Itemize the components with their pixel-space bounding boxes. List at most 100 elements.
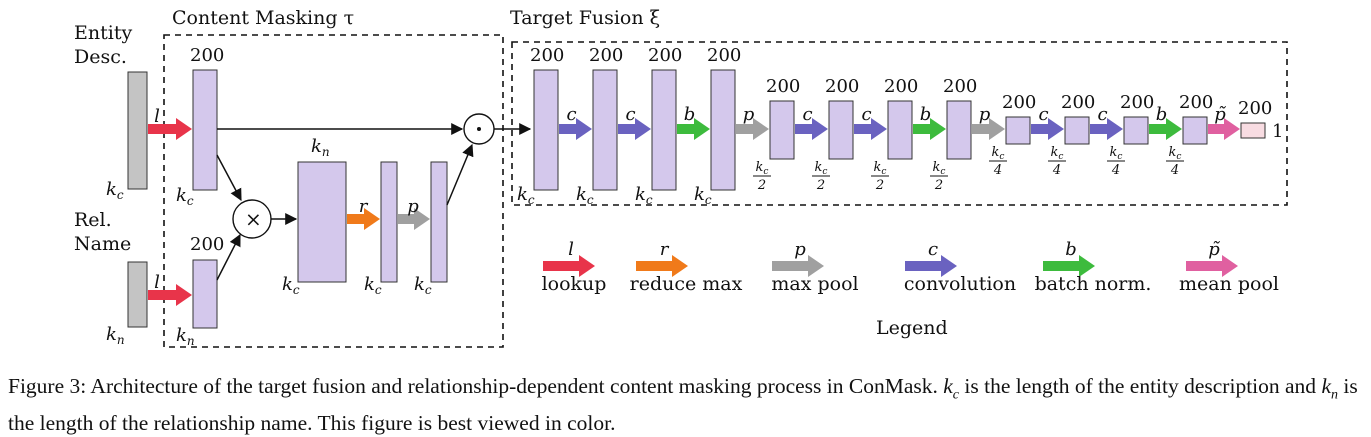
svg-text:4: 4 xyxy=(1111,163,1120,178)
caption-mid2: is the length of the relationship name. … xyxy=(8,374,1358,436)
fusion-arrow-symbol: b xyxy=(684,104,696,125)
entity-input-bar xyxy=(127,71,148,190)
legend-label-2: max pool xyxy=(771,273,858,295)
svg-text:kc: kc xyxy=(756,160,769,177)
svg-text:4: 4 xyxy=(1170,163,1179,178)
fusion-block xyxy=(769,100,795,160)
legend-label-0: lookup xyxy=(542,273,607,295)
reduce-max-kc: kc xyxy=(364,274,382,297)
fusion-block xyxy=(533,69,559,191)
fusion-arrow-symbol: c xyxy=(566,104,576,125)
fusion-block xyxy=(887,100,913,160)
fusion-block-kc: kc xyxy=(517,184,535,207)
relation-input-bar xyxy=(127,261,148,328)
max-pool-mask-kc: kc xyxy=(414,274,432,297)
fusion-arrow xyxy=(559,118,592,140)
multiply-symbol: × xyxy=(245,207,262,231)
legend-symbol-5: p̃ xyxy=(1208,239,1220,260)
fusion-block xyxy=(1064,116,1090,145)
fusion-block-dim: 200 xyxy=(589,45,623,66)
fusion-arrow xyxy=(1149,118,1182,140)
output-size-one: 1 xyxy=(1272,121,1283,142)
fusion-arrow-symbol: c xyxy=(802,104,812,125)
fusion-block-dim: 200 xyxy=(884,76,918,97)
entity-embedding-kc: kc xyxy=(176,185,194,208)
fusion-block-kc-half: kc2 xyxy=(812,160,830,193)
svg-text:4: 4 xyxy=(993,163,1002,178)
fusion-title: Target Fusion ξ xyxy=(510,7,660,29)
fusion-block xyxy=(828,100,854,160)
legend-label-5: mean pool xyxy=(1179,273,1279,295)
legend-arrow-1 xyxy=(636,255,688,277)
fusion-block-dim: 200 xyxy=(1179,92,1213,113)
entity-embedding-block xyxy=(192,69,218,191)
relation-label-2: Name xyxy=(74,233,131,255)
fusion-block-dim: 200 xyxy=(648,45,682,66)
fusion-block xyxy=(946,100,972,160)
lookup-symbol-relation: l xyxy=(154,272,160,293)
svg-text:kc: kc xyxy=(933,160,946,177)
caption-kc: kc xyxy=(943,374,959,403)
legend-arrow-3 xyxy=(905,255,957,277)
fusion-block-kc: kc xyxy=(576,184,594,207)
output-dim: 200 xyxy=(1238,98,1272,119)
legend-label-4: batch norm. xyxy=(1035,273,1152,295)
fusion-arrow-symbol: p̃ xyxy=(1214,104,1226,125)
relation-embedding-dim: 200 xyxy=(190,234,224,255)
fusion-block-dim: 200 xyxy=(766,76,800,97)
reduce-max-symbol: r xyxy=(359,196,369,217)
fusion-block-kc-quarter: kc4 xyxy=(989,145,1007,178)
similarity-matrix-block xyxy=(297,161,347,283)
caption-lead: Figure 3: Architecture of the target fus… xyxy=(8,374,938,398)
reduce-max-arrow xyxy=(347,208,380,230)
figure-caption: Figure 3: Architecture of the target fus… xyxy=(8,372,1368,437)
lookup-arrow-entity xyxy=(148,118,192,140)
svg-text:kc: kc xyxy=(874,160,887,177)
fusion-arrow-symbol: p xyxy=(743,104,755,125)
similarity-kn: kn xyxy=(311,136,330,159)
similarity-kc: kc xyxy=(282,274,300,297)
masking-title: Content Masking τ xyxy=(172,7,354,29)
fusion-arrow-symbol: b xyxy=(920,104,932,125)
lookup-symbol-entity: l xyxy=(154,106,160,127)
fusion-block-kc-half: kc2 xyxy=(871,160,889,193)
svg-text:kc: kc xyxy=(815,160,828,177)
fusion-block-kc: kc xyxy=(694,184,712,207)
legend-symbol-4: b xyxy=(1065,239,1077,260)
fusion-block-dim: 200 xyxy=(1120,92,1154,113)
legend-symbol-2: p xyxy=(794,239,806,260)
fusion-block xyxy=(1123,116,1149,145)
entity-label-1: Entity xyxy=(74,22,132,44)
svg-text:kc: kc xyxy=(1110,145,1123,162)
fusion-arrow xyxy=(1031,118,1064,140)
svg-text:kc: kc xyxy=(1051,145,1064,162)
fusion-arrow-symbol: c xyxy=(1038,104,1048,125)
architecture-diagram: Content Masking τ Target Fusion ξ Entity… xyxy=(74,7,1288,348)
fusion-arrow xyxy=(913,118,946,140)
fusion-block-dim: 200 xyxy=(825,76,859,97)
svg-text:2: 2 xyxy=(816,178,825,193)
caption-kn: kn xyxy=(1321,374,1338,403)
fusion-block-dim: 200 xyxy=(1061,92,1095,113)
svg-text:2: 2 xyxy=(875,178,884,193)
fusion-arrow xyxy=(736,118,769,140)
target-fusion-box xyxy=(511,41,1288,206)
fusion-arrow-symbol: c xyxy=(1097,104,1107,125)
legend-symbol-3: c xyxy=(928,239,938,260)
reduce-max-block xyxy=(380,161,398,283)
legend-title: Legend xyxy=(876,317,948,339)
output-block xyxy=(1240,122,1266,139)
hadamard-dot xyxy=(477,127,481,131)
entity-label-2: Desc. xyxy=(74,46,127,68)
fusion-block xyxy=(1005,116,1031,145)
svg-text:2: 2 xyxy=(934,178,943,193)
max-pool-arrow-mask xyxy=(398,208,430,230)
fusion-arrow xyxy=(854,118,887,140)
lookup-arrow-relation xyxy=(148,284,192,306)
svg-text:kc: kc xyxy=(1169,145,1182,162)
fusion-block xyxy=(651,69,677,191)
relation-label-1: Rel. xyxy=(74,209,112,231)
fusion-arrow-symbol: c xyxy=(625,104,635,125)
fusion-block-kc-half: kc2 xyxy=(930,160,948,193)
entity-dim-kc: kc xyxy=(106,179,124,202)
